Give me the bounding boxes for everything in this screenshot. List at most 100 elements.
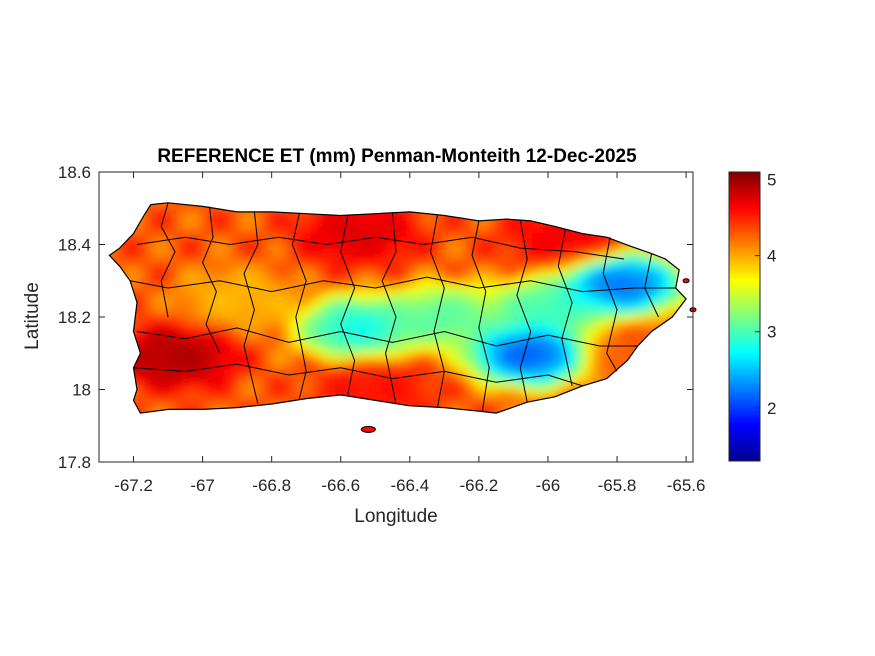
field-cell (411, 352, 418, 359)
field-cell (273, 322, 280, 329)
field-cell (531, 316, 538, 323)
field-cell (477, 298, 484, 305)
field-cell (513, 298, 520, 305)
plot-area (98, 171, 697, 463)
field-cell (531, 376, 538, 383)
field-cell (177, 382, 184, 389)
field-cell (225, 322, 232, 329)
field-cell (291, 382, 298, 389)
field-cell (255, 280, 262, 287)
field-cell (369, 316, 376, 323)
field-cell (429, 304, 436, 311)
field-cell (357, 328, 364, 335)
field-cell (543, 346, 550, 353)
field-cell (327, 328, 334, 335)
field-cell (147, 352, 154, 359)
field-cell (471, 244, 478, 251)
field-cell (555, 352, 562, 359)
field-cell (177, 244, 184, 251)
field-cell (183, 268, 190, 275)
field-cell (633, 334, 640, 341)
field-cell (531, 268, 538, 275)
field-cell (513, 220, 520, 227)
field-cell (603, 256, 610, 263)
field-cell (537, 250, 544, 257)
field-cell (225, 334, 232, 341)
field-cell (639, 316, 646, 323)
field-cell (339, 262, 346, 269)
field-cell (507, 382, 514, 389)
field-cell (159, 298, 166, 305)
field-cell (339, 364, 346, 371)
field-cell (207, 346, 214, 353)
field-cell (285, 292, 292, 299)
field-cell (237, 286, 244, 293)
field-cell (489, 388, 496, 395)
field-cell (291, 250, 298, 257)
field-cell (447, 286, 454, 293)
field-cell (513, 328, 520, 335)
field-cell (549, 334, 556, 341)
field-cell (441, 262, 448, 269)
field-cell (381, 316, 388, 323)
field-cell (429, 292, 436, 299)
field-cell (195, 250, 202, 257)
field-cell (639, 328, 646, 335)
field-cell (417, 322, 424, 329)
field-cell (465, 256, 472, 263)
field-cell (393, 364, 400, 371)
field-cell (585, 352, 592, 359)
field-cell (159, 322, 166, 329)
field-cell (603, 346, 610, 353)
field-cell (501, 226, 508, 233)
field-cell (279, 316, 286, 323)
field-cell (237, 370, 244, 377)
field-cell (291, 388, 298, 395)
field-cell (573, 376, 580, 383)
field-cell (237, 304, 244, 311)
field-cell (327, 226, 334, 233)
field-cell (321, 262, 328, 269)
field-cell (417, 346, 424, 353)
field-cell (561, 328, 568, 335)
field-cell (471, 334, 478, 341)
field-cell (453, 346, 460, 353)
field-cell (177, 280, 184, 287)
field-cell (375, 376, 382, 383)
field-cell (129, 274, 136, 281)
field-cell (141, 304, 148, 311)
field-cell (483, 328, 490, 335)
field-cell (489, 376, 496, 383)
field-cell (333, 334, 340, 341)
field-cell (147, 250, 154, 257)
field-cell (519, 262, 526, 269)
field-cell (255, 250, 262, 257)
field-cell (267, 376, 274, 383)
field-cell (153, 202, 160, 209)
field-cell (255, 256, 262, 263)
field-cell (525, 250, 532, 257)
field-cell (531, 250, 538, 257)
field-cell (219, 376, 226, 383)
field-cell (279, 292, 286, 299)
field-cell (171, 292, 178, 299)
field-cell (387, 304, 394, 311)
field-cell (153, 292, 160, 299)
field-cell (387, 394, 394, 401)
field-cell (309, 298, 316, 305)
field-cell (261, 262, 268, 269)
field-cell (597, 262, 604, 269)
colorbar-tick-label: 2 (767, 399, 776, 418)
field-cell (363, 364, 370, 371)
field-cell (333, 328, 340, 335)
field-cell (333, 388, 340, 395)
field-cell (285, 394, 292, 401)
field-cell (195, 238, 202, 245)
field-cell (273, 346, 280, 353)
field-cell (591, 250, 598, 257)
field-cell (189, 364, 196, 371)
field-cell (261, 364, 268, 371)
field-cell (357, 250, 364, 257)
field-cell (597, 280, 604, 287)
field-cell (411, 322, 418, 329)
